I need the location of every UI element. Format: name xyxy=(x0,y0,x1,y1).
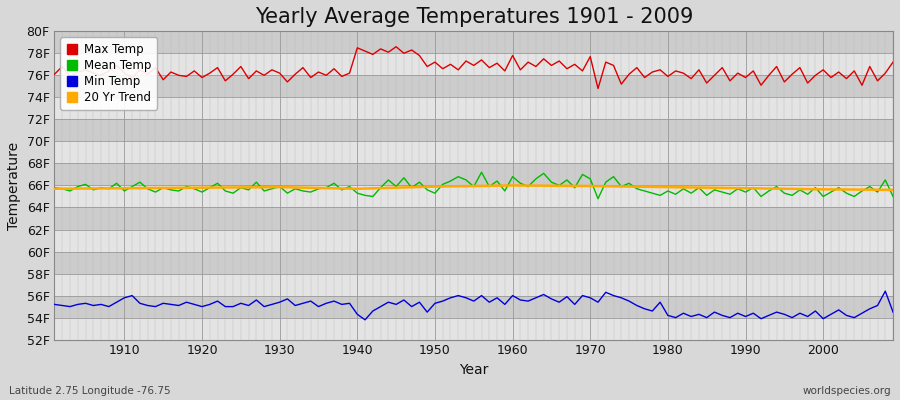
Bar xyxy=(55,142,893,164)
Bar xyxy=(55,208,893,230)
Bar xyxy=(55,230,893,252)
Bar xyxy=(55,252,893,274)
Bar xyxy=(55,186,893,208)
X-axis label: Year: Year xyxy=(459,363,489,377)
Bar xyxy=(55,164,893,186)
Bar xyxy=(55,119,893,142)
Text: Latitude 2.75 Longitude -76.75: Latitude 2.75 Longitude -76.75 xyxy=(9,386,171,396)
Legend: Max Temp, Mean Temp, Min Temp, 20 Yr Trend: Max Temp, Mean Temp, Min Temp, 20 Yr Tre… xyxy=(60,37,158,110)
Bar xyxy=(55,31,893,53)
Bar xyxy=(55,97,893,119)
Title: Yearly Average Temperatures 1901 - 2009: Yearly Average Temperatures 1901 - 2009 xyxy=(255,7,693,27)
Bar xyxy=(55,274,893,296)
Bar xyxy=(55,75,893,97)
Bar xyxy=(55,296,893,318)
Y-axis label: Temperature: Temperature xyxy=(7,141,21,230)
Bar xyxy=(55,318,893,340)
Text: worldspecies.org: worldspecies.org xyxy=(803,386,891,396)
Bar xyxy=(55,53,893,75)
